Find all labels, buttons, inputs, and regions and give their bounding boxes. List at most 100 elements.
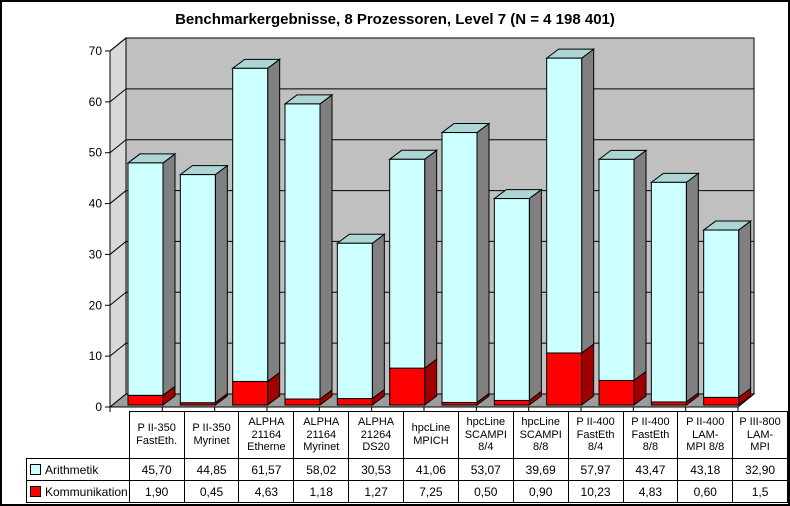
value-cell: 4,83 (622, 480, 679, 503)
y-tick-label: 50 (89, 146, 103, 160)
value-cell: 0,60 (677, 480, 734, 503)
bar-side-arithmetik (371, 233, 385, 400)
bar-segment-kommunikation (598, 379, 635, 406)
category-header-cell: P II-400 FastEth 8/8 (622, 411, 679, 459)
bar-side-arithmetik (685, 172, 699, 403)
chart-title: Benchmarkergebnisse, 8 Prozessoren, Leve… (175, 11, 615, 28)
bar-segment-arithmetik (284, 103, 321, 400)
gridline-connector (109, 88, 127, 103)
bar-side-arithmetik (528, 188, 542, 402)
bar-segment-arithmetik (546, 57, 583, 354)
y-tick-label: 40 (89, 197, 103, 211)
table-corner-spacer (27, 412, 130, 459)
value-cell: 53,07 (457, 458, 514, 481)
bar-segment-arithmetik (703, 229, 740, 398)
gridline-connector (109, 139, 127, 154)
bar-segment-kommunikation (127, 394, 164, 406)
bar-segment-arithmetik (493, 198, 530, 401)
legend-key-arithmetik (30, 463, 41, 475)
value-cell: 57,97 (567, 458, 624, 481)
y-tick-label: 60 (89, 95, 103, 109)
bar-segment-arithmetik (179, 174, 216, 404)
value-cell: 1,5 (732, 480, 788, 503)
category-header-cell: P III-800 LAM- MPI (732, 411, 788, 459)
value-cell: 7,25 (403, 480, 459, 503)
value-cell: 43,47 (622, 458, 679, 481)
data-table: P II-350 FastEth. P II-350 Myrinet ALPHA 2… (26, 411, 788, 503)
bar-segment-kommunikation (546, 352, 583, 406)
category-header-cell: P II-400 LAM- MPI 8/8 (677, 411, 734, 459)
gridline-connector (109, 291, 127, 306)
legend-cell-kommunikation: Kommunikation (26, 480, 130, 503)
bar-segment-arithmetik (598, 158, 635, 381)
y-tick-label: 30 (89, 247, 103, 261)
bar-segment-kommunikation (284, 398, 321, 406)
value-cell: 30,53 (348, 458, 404, 481)
bar-segment-arithmetik (336, 242, 373, 400)
category-header-cell: P II-350 Myrinet (183, 411, 240, 459)
value-cell: 58,02 (293, 458, 350, 481)
series-label: Arithmetik (45, 462, 99, 477)
gridline-connector (109, 37, 127, 52)
bar-side-arithmetik (162, 152, 176, 397)
bar-segment-kommunikation (389, 367, 426, 406)
category-header-cell: ALPHA 21164 Myrinet (293, 411, 350, 459)
bar-segment-arithmetik (232, 67, 269, 382)
value-cell: 0,50 (457, 480, 514, 503)
category-header-cell: P II-400 FastEth 8/4 (567, 411, 624, 459)
series-row-arithmetik: Arithmetik 45,70 44,85 61,57 58,02 30,53 41,06… (26, 458, 788, 481)
bar-segment-arithmetik (650, 181, 687, 403)
bar-segment-arithmetik (389, 158, 426, 369)
category-header-cell: ALPHA 21264 DS20 (348, 411, 404, 459)
legend-key-kommunikation (30, 485, 41, 497)
value-cell: 1,18 (293, 480, 350, 503)
value-cell: 10,23 (567, 480, 624, 503)
y-tick-label: 20 (89, 298, 103, 312)
category-header-cell: hpcLine SCAMPI 8/8 (512, 411, 569, 459)
bar-side-arithmetik (738, 220, 752, 399)
gridline-connector (109, 342, 127, 357)
bar-segment-arithmetik (127, 162, 164, 396)
y-tick-label: 0 (95, 400, 102, 412)
bar-segment-kommunikation (232, 380, 269, 406)
gridline-connector (109, 241, 127, 255)
bar-side-kommunikation (581, 342, 595, 406)
bar-side-arithmetik (424, 149, 438, 370)
series-label: Kommunikation (45, 484, 128, 499)
value-cell: 0,90 (512, 480, 569, 503)
bar-side-arithmetik (267, 58, 281, 383)
category-header-cell: hpcLine MPICH (403, 411, 459, 459)
category-header-cell: hpcLine SCAMPI 8/4 (457, 411, 514, 459)
value-cell: 32,90 (732, 458, 788, 481)
y-tick-label: 70 (89, 44, 103, 58)
value-cell: 39,69 (512, 458, 569, 481)
value-cell: 1,90 (128, 480, 185, 503)
bar-side-arithmetik (319, 93, 333, 400)
y-tick-label: 10 (89, 349, 103, 363)
bar-segment-arithmetik (441, 132, 478, 403)
series-row-kommunikation: Kommunikation 1,90 0,45 4,63 1,18 1,27 7,25 0,5… (26, 480, 788, 503)
gridline-connector (109, 190, 127, 204)
value-cell: 43,18 (677, 458, 734, 481)
value-cell: 41,06 (403, 458, 459, 481)
value-cell: 61,57 (238, 458, 295, 481)
bar-segment-kommunikation (493, 399, 530, 406)
bar-side-arithmetik (214, 164, 228, 404)
bar-segment-kommunikation (703, 396, 740, 406)
value-cell: 4,63 (238, 480, 295, 503)
legend-cell-arithmetik: Arithmetik (26, 458, 130, 481)
bar-side-arithmetik (633, 149, 647, 382)
bar-side-arithmetik (476, 122, 490, 404)
bar-side-arithmetik (581, 48, 595, 354)
chart-side-wall (109, 36, 127, 409)
category-header-cell: P II-350 FastEth. (128, 411, 185, 459)
value-cell: 0,45 (183, 480, 240, 503)
chart-canvas: 0 10 20 30 40 50 60 70 (89, 36, 756, 412)
category-header-cell: ALPHA 21164 Etherne (238, 411, 295, 459)
value-cell: 1,27 (348, 480, 404, 503)
value-cell: 45,70 (128, 458, 185, 481)
value-cell: 44,85 (183, 458, 240, 481)
table-header-row: P II-350 FastEth. P II-350 Myrinet ALPHA 2… (27, 411, 788, 459)
chart-back-wall (125, 37, 755, 395)
